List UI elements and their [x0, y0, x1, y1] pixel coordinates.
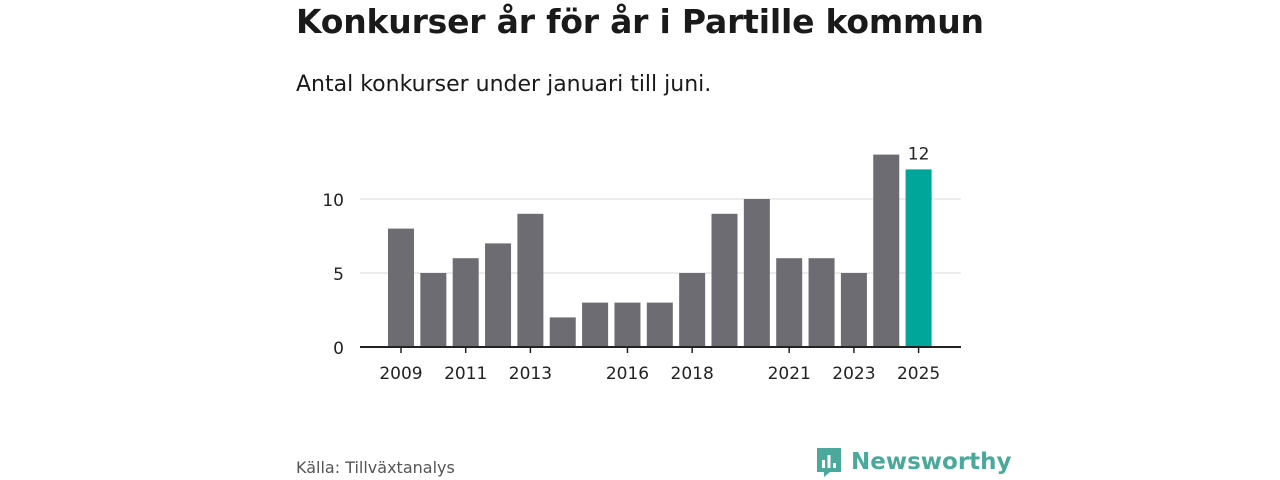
bar	[452, 258, 479, 347]
bar	[582, 302, 609, 347]
x-tick-label: 2018	[671, 364, 714, 384]
bar	[776, 258, 803, 347]
source-note: Källa: Tillväxtanalys	[296, 458, 455, 477]
bar-value-label: 12	[908, 144, 930, 164]
bar	[420, 273, 447, 347]
bar	[679, 273, 706, 347]
y-tick-label: 10	[322, 191, 344, 211]
bar	[388, 228, 414, 347]
x-tick-label: 2016	[606, 364, 649, 384]
x-tick-label: 2011	[444, 364, 487, 384]
bar	[646, 302, 673, 347]
bar	[711, 213, 738, 347]
brand-name: Newsworthy	[851, 449, 1012, 475]
bar	[743, 199, 770, 347]
bar	[808, 258, 835, 347]
y-tick-label: 5	[333, 265, 344, 285]
bar	[840, 273, 867, 347]
bar	[873, 154, 900, 347]
x-tick-label: 2013	[509, 364, 552, 384]
x-tick-label: 2021	[768, 364, 811, 384]
brand-logo: Newsworthy	[815, 446, 1012, 478]
bar	[549, 317, 576, 347]
x-tick-label: 2023	[832, 364, 875, 384]
y-tick-label: 0	[333, 339, 344, 359]
bar	[485, 243, 512, 347]
x-tick-label: 2009	[379, 364, 422, 384]
bar-chart: 0 5 10 12 2009 2011 2013 2016 2018 2021 2023 2025	[322, 144, 961, 384]
chart-title: Konkurser år för år i Partille kommun	[296, 2, 984, 41]
bar	[517, 213, 544, 347]
newsworthy-logo-icon	[817, 448, 841, 477]
x-tick-label: 2025	[897, 364, 940, 384]
chart-subtitle: Antal konkurser under januari till juni.	[296, 72, 712, 97]
bar	[614, 302, 641, 347]
bar	[905, 169, 932, 347]
